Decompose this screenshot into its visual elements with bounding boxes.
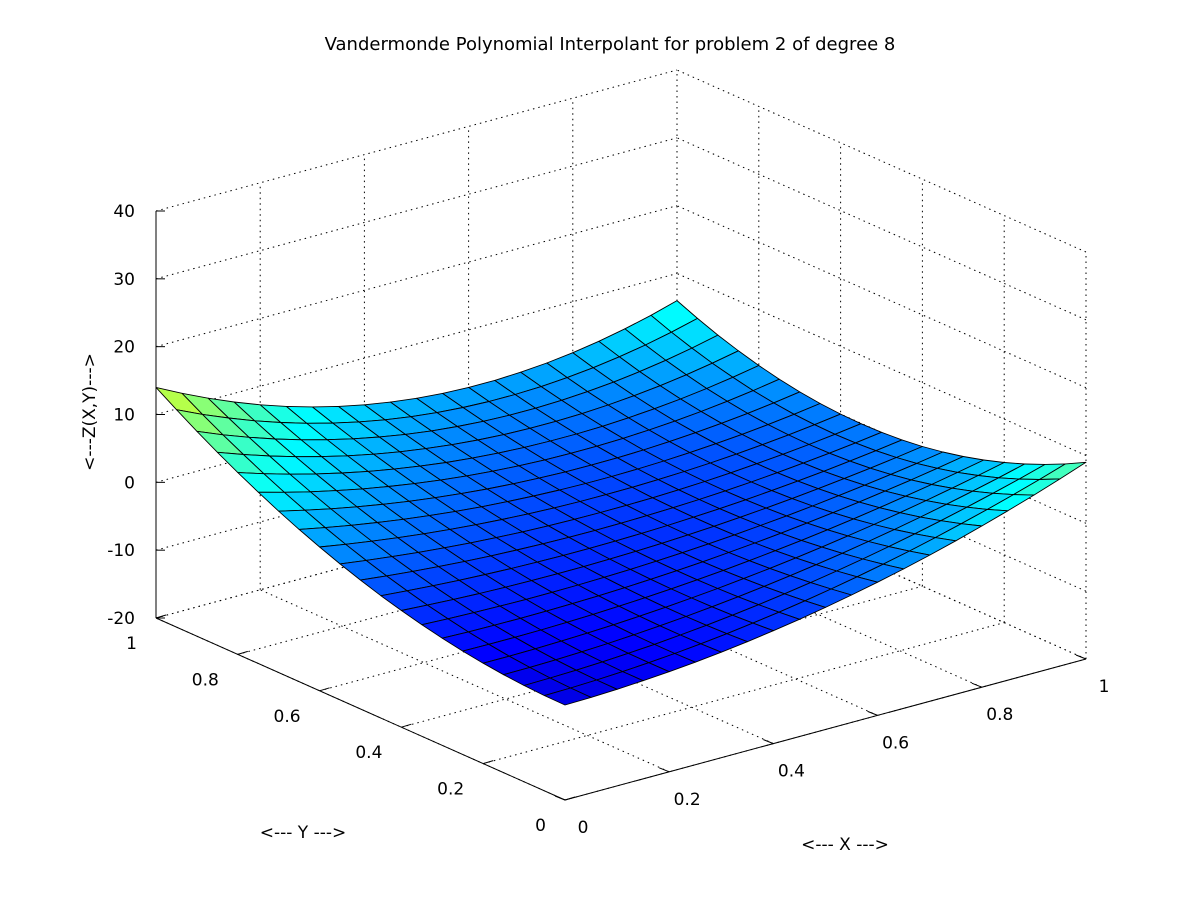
x-tick-label: 0.8: [986, 705, 1013, 725]
x-tick: [1075, 654, 1087, 660]
z-tick-label: 40: [113, 202, 135, 222]
z-axis-label: <---Z(X,Y)--->: [80, 353, 100, 471]
gridline: [155, 273, 678, 415]
y-tick-label: 1: [126, 634, 137, 654]
gridline: [155, 137, 678, 280]
z-tick-label: -10: [107, 541, 135, 561]
z-tick-label: -20: [107, 609, 135, 629]
x-tick: [971, 682, 982, 688]
y-tick: [483, 760, 494, 765]
x-tick-label: 0.4: [778, 762, 805, 782]
gridline: [676, 69, 1087, 253]
y-tick-label: 0.8: [192, 670, 219, 690]
x-tick-label: 0.6: [882, 733, 909, 753]
x-tick-label: 1: [1099, 677, 1110, 697]
y-tick: [319, 687, 330, 692]
gridline: [676, 137, 1087, 321]
surface-facet: [544, 687, 592, 706]
y-tick-label: 0.2: [437, 780, 464, 800]
x-tick: [763, 739, 774, 745]
chart-title: Vandermonde Polynomial Interpolant for p…: [325, 34, 896, 55]
x-tick: [659, 767, 670, 773]
x-axis-label: <--- X --->: [801, 835, 889, 855]
y-tick: [401, 723, 412, 728]
y-tick: [564, 796, 576, 801]
y-tick-label: 0: [535, 816, 546, 836]
x-axis-line: [564, 658, 1087, 801]
y-axis-label: <--- Y --->: [260, 823, 347, 843]
x-tick: [867, 710, 878, 716]
tick-labels: 00.20.40.60.8100.20.40.60.81-20-10010203…: [107, 202, 1109, 838]
z-tick-label: 0: [124, 473, 135, 493]
y-tick-label: 0.6: [274, 707, 301, 727]
gridline: [155, 205, 678, 348]
surface: [155, 300, 1087, 706]
y-axis-line: [155, 617, 566, 801]
x-tick-label: 0: [578, 818, 589, 838]
x-tick-label: 0.2: [674, 790, 701, 810]
x-tick: [554, 795, 566, 801]
z-tick-label: 20: [113, 338, 135, 358]
z-tick-label: 10: [113, 406, 135, 426]
gridline: [483, 622, 1005, 765]
gridline: [155, 69, 678, 212]
z-tick-label: 30: [113, 270, 135, 290]
y-tick-label: 0.4: [355, 743, 382, 763]
y-tick: [237, 650, 248, 655]
